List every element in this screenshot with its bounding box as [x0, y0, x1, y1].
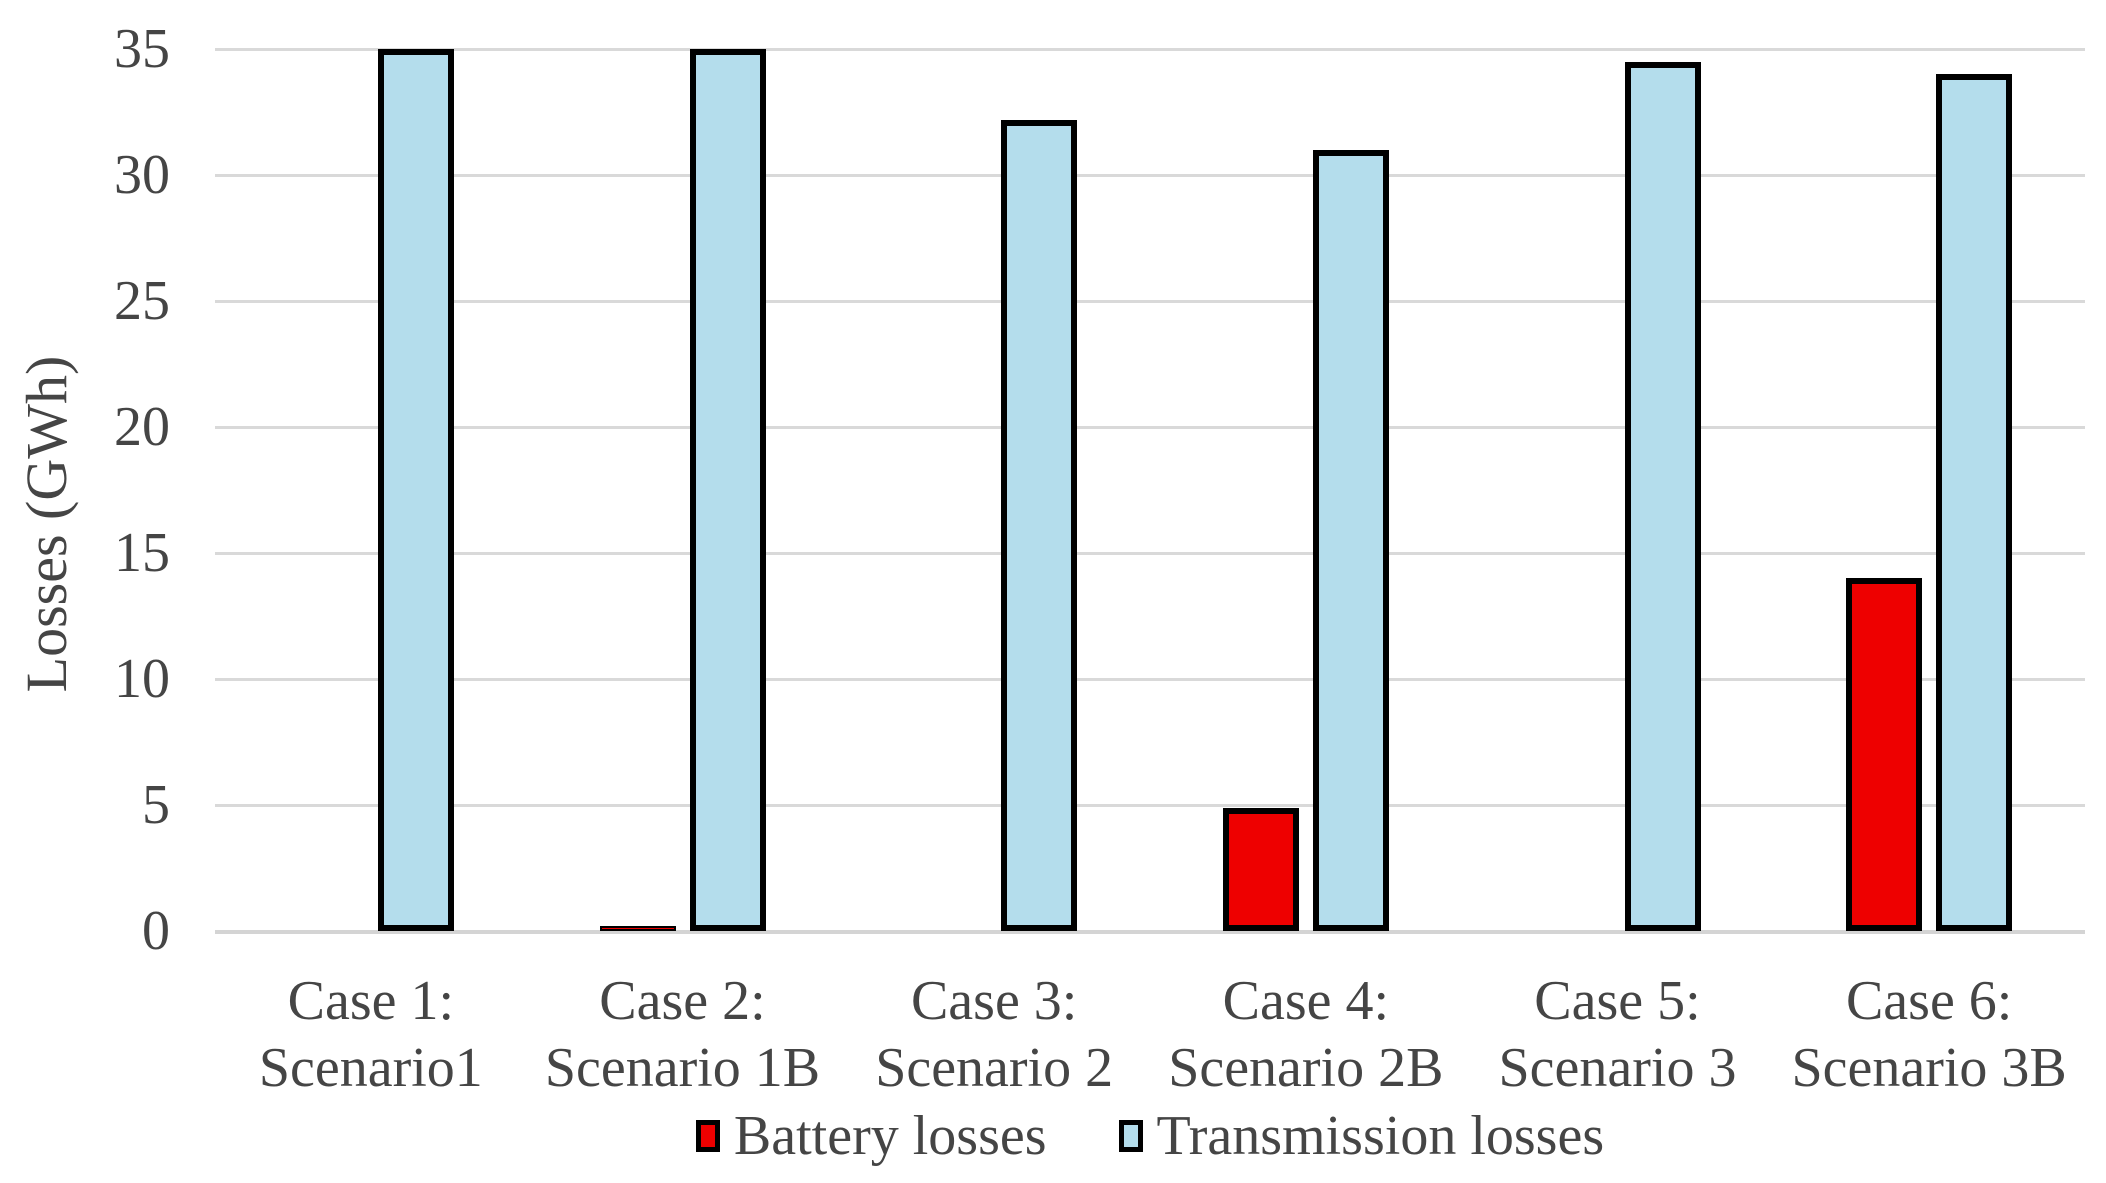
x-category-label-2: Case 2: Scenario 1B [544, 970, 821, 1099]
bar-transmission-case-2 [689, 49, 766, 931]
legend-item-battery: Battery losses [695, 1104, 1047, 1168]
gridline-y-15 [215, 551, 2085, 555]
x-axis-line [215, 929, 2085, 934]
gridline-y-30 [215, 173, 2085, 177]
x-category-label-3: Case 3: Scenario 2 [875, 970, 1114, 1099]
bar-battery-case-6 [1846, 578, 1923, 931]
legend-marker-battery [695, 1120, 720, 1152]
y-tick-label-15: 15 [114, 522, 170, 584]
bar-transmission-case-3 [1001, 119, 1078, 931]
bar-battery-case-2 [599, 925, 676, 931]
legend-label-transmission: Transmission losses [1156, 1105, 1605, 1167]
x-category-label-4: Case 4: Scenario 2B [1168, 970, 1444, 1099]
legend-item-transmission: Transmission losses [1118, 1104, 1605, 1168]
y-tick-label-10: 10 [114, 648, 170, 710]
gridline-y-20 [215, 425, 2085, 429]
y-tick-label-20: 20 [114, 396, 170, 458]
legend-label-battery: Battery losses [733, 1105, 1047, 1167]
y-tick-label-0: 0 [142, 900, 170, 962]
x-category-label-6: Case 6: Scenario 3B [1791, 970, 2067, 1099]
gridline-y-35 [215, 47, 2085, 51]
y-tick-label-5: 5 [142, 774, 170, 836]
gridline-y-25 [215, 299, 2085, 303]
gridline-y-10 [215, 677, 2085, 681]
x-category-label-1: Case 1: Scenario1 [258, 970, 483, 1099]
bar-transmission-case-6 [1936, 74, 2013, 931]
bar-battery-case-4 [1222, 807, 1299, 931]
y-tick-label-25: 25 [114, 270, 170, 332]
bar-transmission-case-5 [1624, 61, 1701, 931]
bar-transmission-case-4 [1312, 149, 1389, 931]
bar-transmission-case-1 [377, 49, 454, 931]
y-tick-label-30: 30 [114, 144, 170, 206]
y-tick-label-35: 35 [114, 18, 170, 80]
legend-marker-transmission [1118, 1120, 1143, 1152]
x-category-label-5: Case 5: Scenario 3 [1498, 970, 1737, 1099]
gridline-y-5 [215, 803, 2085, 807]
legend: Battery losses Transmission losses [215, 1100, 2085, 1172]
